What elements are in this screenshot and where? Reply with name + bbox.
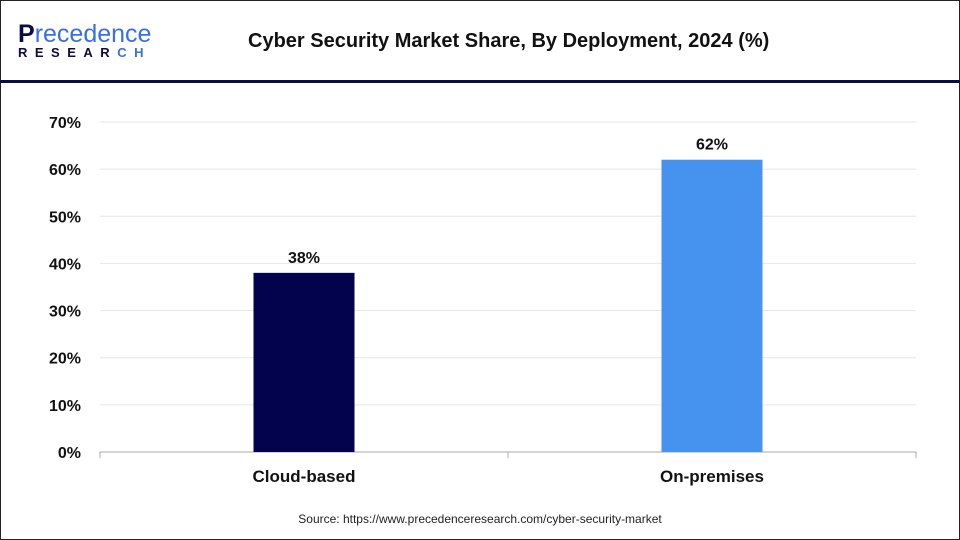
source-text: Source: https://www.precedenceresearch.c… bbox=[298, 512, 662, 526]
y-tick-label: 60% bbox=[49, 162, 81, 179]
x-category-label: Cloud-based bbox=[253, 467, 356, 486]
y-tick-label: 0% bbox=[58, 445, 81, 462]
y-tick-label: 50% bbox=[49, 209, 81, 226]
y-tick-label: 40% bbox=[49, 256, 81, 273]
header: Precedence RESEARCH Cyber Security Marke… bbox=[0, 0, 960, 83]
bar-on-premises bbox=[661, 159, 763, 452]
y-tick-label: 70% bbox=[49, 115, 81, 132]
y-tick-label: 20% bbox=[49, 351, 81, 368]
y-tick-label: 30% bbox=[49, 304, 81, 321]
x-category-label: On-premises bbox=[660, 467, 764, 486]
bar-cloud-based bbox=[253, 272, 355, 452]
chart-title: Cyber Security Market Share, By Deployme… bbox=[248, 30, 770, 52]
precedence-research-logo: Precedence RESEARCH bbox=[18, 20, 152, 60]
data-label: 38% bbox=[288, 250, 320, 267]
y-tick-label: 10% bbox=[49, 398, 81, 415]
data-label: 62% bbox=[696, 137, 728, 154]
